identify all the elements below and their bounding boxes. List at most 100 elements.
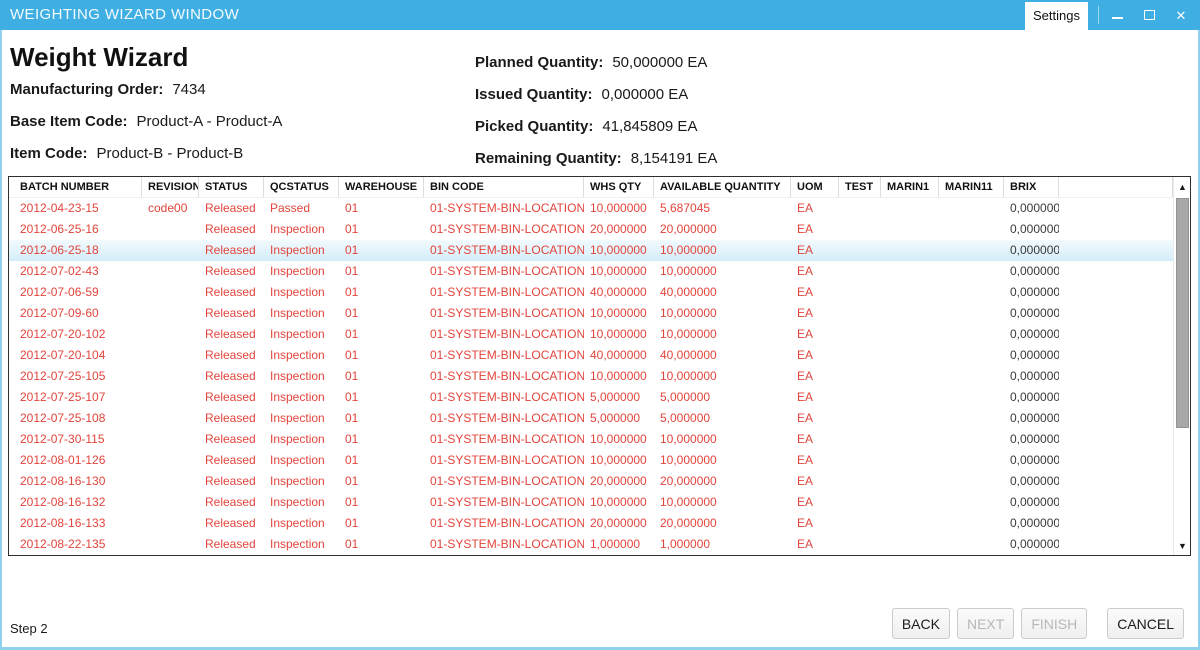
cell: 5,687045 [660, 201, 711, 215]
window-border-left [0, 30, 2, 650]
back-button[interactable]: BACK [891, 608, 950, 639]
cell [881, 303, 939, 324]
column-header-warehouse[interactable]: WAREHOUSE [339, 177, 424, 197]
cell: EA [797, 306, 814, 320]
table-row[interactable]: 2012-08-16-132 Released Inspection 01 01-SYS… [9, 492, 1190, 513]
cell: EA [797, 348, 814, 362]
cell: 01-SYSTEM-BIN-LOCATION [430, 285, 584, 299]
close-icon: ✕ [1175, 7, 1187, 23]
table-row[interactable]: 2012-08-16-133 Released Inspection 01 01-SYS… [9, 513, 1190, 534]
cell: Released [205, 201, 256, 215]
column-header-revision[interactable]: REVISION [142, 177, 199, 197]
cell: 20,000000 [660, 222, 717, 236]
column-header-marin1[interactable]: MARIN1 [881, 177, 939, 197]
column-header-test[interactable]: TEST [839, 177, 881, 197]
cancel-button[interactable]: CANCEL [1107, 608, 1184, 639]
cell [881, 387, 939, 408]
cell: 20,000000 [590, 474, 647, 488]
item-code-label: Item Code: [10, 145, 88, 162]
table-row[interactable]: 2012-08-22-135 Released Inspection 01 01-SYS… [9, 534, 1190, 555]
cell: EA [797, 537, 814, 551]
cell: 01-SYSTEM-BIN-LOCATION [430, 432, 584, 446]
cell: EA [797, 516, 814, 530]
finish-button[interactable]: FINISH [1021, 608, 1088, 639]
cell: 2012-07-02-43 [20, 264, 99, 278]
scroll-up-icon[interactable]: ▲ [1174, 177, 1190, 196]
cell: 0,000000 [1010, 453, 1059, 467]
minimize-button[interactable] [1104, 0, 1130, 30]
cell [1059, 324, 1173, 345]
tab-settings[interactable]: Settings [1025, 2, 1088, 30]
cell: Inspection [270, 474, 325, 488]
cell: Inspection [270, 411, 325, 425]
table-row[interactable]: 2012-07-25-105 Released Inspection 01 01-SYS… [9, 366, 1190, 387]
cell: 01 [345, 516, 359, 530]
table-row[interactable]: 2012-06-25-16 Released Inspection 01 01-SYST… [9, 219, 1190, 240]
column-header-bin-code[interactable]: BIN CODE [424, 177, 584, 197]
cell: 01-SYSTEM-BIN-LOCATION [430, 306, 584, 320]
cell: 2012-07-20-104 [20, 348, 106, 362]
cell [142, 429, 199, 450]
cell: 0,000000 [1010, 285, 1059, 299]
cell [142, 345, 199, 366]
cell: Released [205, 411, 256, 425]
vertical-scrollbar[interactable]: ▲ ▼ [1173, 177, 1190, 555]
scrollbar-thumb[interactable] [1176, 198, 1189, 428]
table-row[interactable]: 2012-08-01-126 Released Inspection 01 01-SYS… [9, 450, 1190, 471]
table-row[interactable]: 2012-07-25-108 Released Inspection 01 01-SYS… [9, 408, 1190, 429]
column-header-brix[interactable]: BRIX [1004, 177, 1059, 197]
close-button[interactable]: ✕ [1168, 0, 1194, 30]
table-row[interactable]: 2012-07-20-102 Released Inspection 01 01-SYS… [9, 324, 1190, 345]
cell [939, 345, 1004, 366]
column-header-batch-number[interactable]: BATCH NUMBER [9, 177, 142, 197]
column-header-available-quantity[interactable]: AVAILABLE QUANTITY [654, 177, 791, 197]
remaining-quantity-field: Remaining Quantity: 8,154191 EA [475, 150, 717, 167]
table-row[interactable]: 2012-07-25-107 Released Inspection 01 01-SYS… [9, 387, 1190, 408]
cell [839, 324, 881, 345]
cell: 01-SYSTEM-BIN-LOCATION [430, 495, 584, 509]
cell: 10,000000 [590, 327, 647, 341]
cell: EA [797, 390, 814, 404]
cell: 2012-06-25-16 [20, 222, 99, 236]
batches-table: BATCH NUMBER REVISION STATUS QCSTATUS WAREHO… [8, 176, 1191, 556]
cell: 01 [345, 369, 359, 383]
cell [939, 408, 1004, 429]
cell [939, 240, 1004, 261]
table-row[interactable]: 2012-06-25-18 Released Inspection 01 01-SYST… [9, 240, 1190, 261]
table-header-row: BATCH NUMBER REVISION STATUS QCSTATUS WAREHO… [9, 177, 1190, 198]
cell: Inspection [270, 348, 325, 362]
cell: 10,000000 [660, 264, 717, 278]
cell: Inspection [270, 453, 325, 467]
page-title: Weight Wizard [10, 42, 189, 72]
cell: 2012-07-09-60 [20, 306, 99, 320]
cell: Released [205, 390, 256, 404]
column-header-qcstatus[interactable]: QCSTATUS [264, 177, 339, 197]
cell: 10,000000 [590, 369, 647, 383]
column-header-uom[interactable]: UOM [791, 177, 839, 197]
table-row[interactable]: 2012-07-20-104 Released Inspection 01 01-SYS… [9, 345, 1190, 366]
table-row[interactable]: 2012-07-06-59 Released Inspection 01 01-SYST… [9, 282, 1190, 303]
cell [939, 387, 1004, 408]
table-row[interactable]: 2012-07-02-43 Released Inspection 01 01-SYST… [9, 261, 1190, 282]
table-row[interactable]: 2012-08-16-130 Released Inspection 01 01-SYS… [9, 471, 1190, 492]
cell [839, 534, 881, 555]
cell: 1,000000 [590, 537, 641, 551]
column-header-whs-qty[interactable]: WHS QTY [584, 177, 654, 197]
scroll-down-icon[interactable]: ▼ [1174, 536, 1190, 555]
maximize-button[interactable] [1136, 0, 1162, 30]
cell [1059, 513, 1173, 534]
column-header-status[interactable]: STATUS [199, 177, 264, 197]
cell [1059, 534, 1173, 555]
cell: 2012-07-25-105 [20, 369, 106, 383]
cell: Released [205, 516, 256, 530]
table-row[interactable]: 2012-07-30-115 Released Inspection 01 01-SYS… [9, 429, 1190, 450]
cell [881, 261, 939, 282]
cell [142, 324, 199, 345]
table-row[interactable]: 2012-04-23-15 code00 Released Passed 01 01-SY… [9, 198, 1190, 219]
column-header-marin11[interactable]: MARIN11 [939, 177, 1004, 197]
cell [881, 471, 939, 492]
table-row[interactable]: 2012-07-09-60 Released Inspection 01 01-SYST… [9, 303, 1190, 324]
cell [881, 492, 939, 513]
cell: 10,000000 [660, 369, 717, 383]
next-button[interactable]: NEXT [956, 608, 1015, 639]
